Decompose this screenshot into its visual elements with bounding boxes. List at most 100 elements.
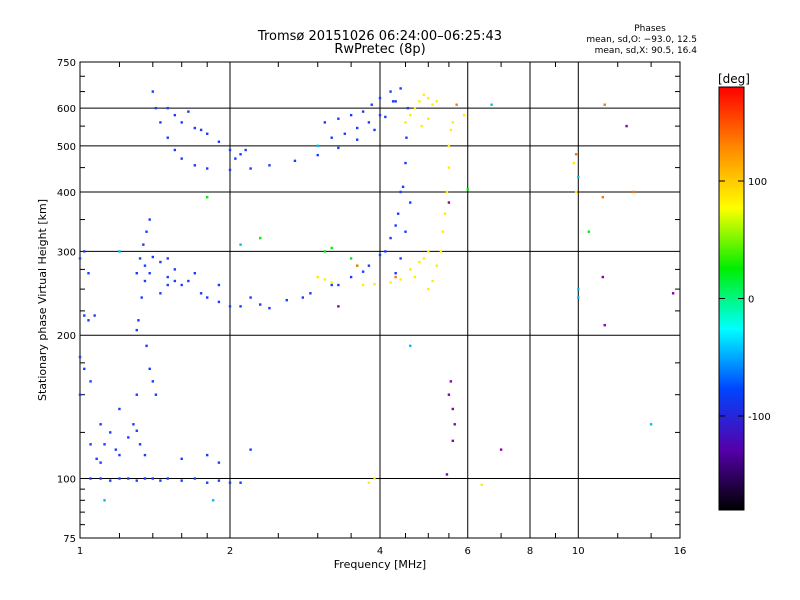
data-point (137, 319, 140, 322)
data-point (87, 319, 90, 322)
x-tick-label: 8 (527, 546, 533, 557)
data-point (205, 195, 209, 199)
data-point (435, 100, 438, 103)
y-tick-labels: 75 100 200 300 400 500 600 750 (57, 58, 76, 545)
data-point (135, 429, 138, 432)
data-point (87, 272, 90, 275)
data-point (466, 188, 469, 191)
data-point (389, 281, 392, 284)
data-point (205, 481, 209, 484)
data-point (574, 190, 578, 194)
data-point (447, 393, 451, 396)
data-point (370, 103, 373, 106)
data-point (217, 140, 221, 143)
data-point (405, 136, 408, 139)
data-point (145, 230, 148, 233)
data-point (244, 148, 247, 152)
data-point (490, 103, 493, 106)
x-tick-label: 4 (377, 546, 383, 557)
data-point (193, 272, 197, 275)
x-axis-label: Frequency [MHz] (334, 558, 426, 571)
data-point (413, 106, 417, 110)
data-point (601, 195, 605, 199)
data-point (228, 305, 232, 308)
data-point (118, 250, 121, 253)
data-point (187, 110, 190, 113)
data-point (199, 128, 203, 132)
data-point (140, 296, 143, 299)
data-point (99, 423, 102, 426)
data-point (89, 477, 92, 480)
data-point (378, 253, 382, 257)
data-point (404, 161, 407, 165)
data-point (143, 264, 147, 267)
x-tick-label: 1 (77, 546, 83, 557)
data-point (249, 448, 252, 451)
data-point (193, 477, 197, 480)
data-point (217, 283, 221, 287)
data-point (193, 164, 197, 167)
data-point (180, 479, 183, 482)
data-point (577, 175, 580, 179)
data-point (394, 224, 397, 227)
data-point (409, 268, 412, 271)
data-point (413, 275, 417, 279)
data-point (173, 113, 177, 117)
data-point (632, 190, 635, 194)
data-point (127, 477, 130, 480)
data-point (142, 243, 145, 246)
data-point (118, 453, 121, 457)
data-point (228, 481, 232, 484)
data-point (173, 279, 177, 283)
data-point (217, 479, 221, 482)
data-point (389, 90, 392, 93)
data-point (217, 461, 221, 464)
data-point (166, 275, 169, 279)
data-point (401, 185, 405, 189)
data-point (378, 113, 382, 117)
data-point (154, 393, 158, 396)
y-tick-label: 500 (57, 142, 76, 153)
data-point (180, 457, 183, 461)
data-point (577, 296, 580, 299)
data-point (239, 153, 242, 156)
data-point (135, 393, 138, 396)
data-point (316, 153, 319, 157)
data-point (143, 453, 147, 457)
data-point (193, 126, 197, 130)
data-point (114, 448, 118, 451)
data-point (361, 110, 365, 113)
y-tick-label: 400 (57, 188, 76, 199)
data-point (355, 126, 359, 130)
data-point (399, 190, 402, 194)
data-point (409, 113, 412, 117)
y-tick-label: 750 (57, 58, 76, 69)
data-point (337, 146, 340, 150)
data-point (239, 481, 242, 484)
data-point (78, 393, 82, 396)
data-point (330, 246, 333, 250)
colorbar-label: [deg] (718, 72, 750, 86)
data-point (349, 257, 353, 260)
data-point (249, 296, 252, 299)
data-point (422, 93, 426, 96)
data-point (453, 423, 456, 426)
data-point (391, 100, 395, 103)
data-point (378, 96, 382, 100)
data-point (649, 423, 653, 426)
data-point (143, 477, 147, 480)
x-tick-label: 2 (227, 546, 233, 557)
data-point (154, 106, 158, 110)
data-point (349, 113, 353, 117)
data-point (389, 236, 392, 240)
data-point (78, 355, 82, 359)
data-point (148, 272, 151, 275)
data-point (443, 212, 447, 215)
data-point (259, 236, 262, 240)
data-point (394, 272, 397, 275)
data-point (166, 136, 169, 139)
data-point (361, 270, 365, 273)
data-point (323, 121, 327, 124)
data-point (396, 212, 400, 215)
chart-title: Tromsø 20151026 06:24:00–06:25:43 (257, 29, 502, 44)
